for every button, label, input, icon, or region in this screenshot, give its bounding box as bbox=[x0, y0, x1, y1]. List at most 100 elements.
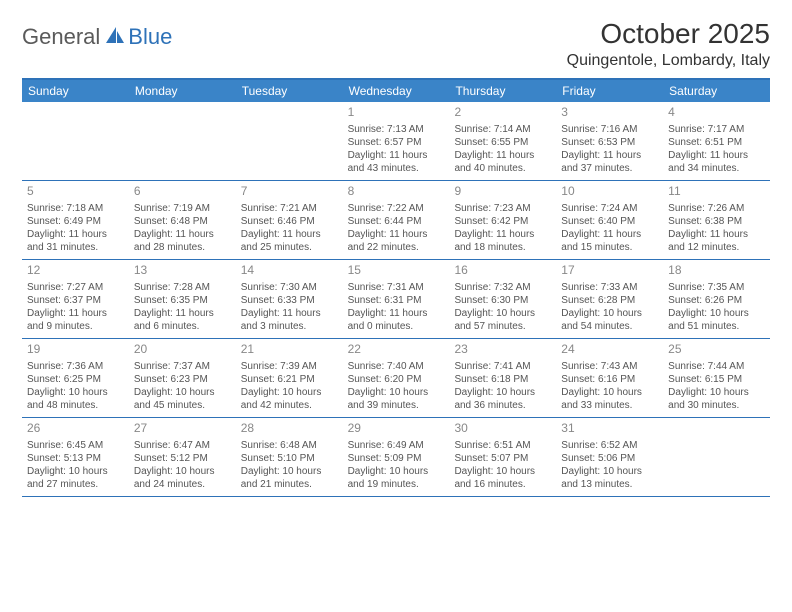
day-cell: 9Sunrise: 7:23 AMSunset: 6:42 PMDaylight… bbox=[449, 181, 556, 259]
daylight-line2: and 16 minutes. bbox=[454, 478, 551, 491]
sunrise-line: Sunrise: 7:35 AM bbox=[668, 281, 765, 294]
title-block: October 2025 Quingentole, Lombardy, Ital… bbox=[567, 18, 770, 70]
daylight-line2: and 33 minutes. bbox=[561, 399, 658, 412]
sunrise-line: Sunrise: 7:28 AM bbox=[134, 281, 231, 294]
day-cell: 13Sunrise: 7:28 AMSunset: 6:35 PMDayligh… bbox=[129, 260, 236, 338]
day-number: 13 bbox=[134, 263, 231, 279]
day-number: 28 bbox=[241, 421, 338, 437]
day-number: 27 bbox=[134, 421, 231, 437]
day-cell: 19Sunrise: 7:36 AMSunset: 6:25 PMDayligh… bbox=[22, 339, 129, 417]
sunset-line: Sunset: 5:12 PM bbox=[134, 452, 231, 465]
sunset-line: Sunset: 6:15 PM bbox=[668, 373, 765, 386]
month-title: October 2025 bbox=[567, 18, 770, 50]
daylight-line2: and 18 minutes. bbox=[454, 241, 551, 254]
day-cell: 24Sunrise: 7:43 AMSunset: 6:16 PMDayligh… bbox=[556, 339, 663, 417]
day-number: 5 bbox=[27, 184, 124, 200]
day-number: 30 bbox=[454, 421, 551, 437]
day-cell: 23Sunrise: 7:41 AMSunset: 6:18 PMDayligh… bbox=[449, 339, 556, 417]
sunset-line: Sunset: 6:35 PM bbox=[134, 294, 231, 307]
sunrise-line: Sunrise: 7:26 AM bbox=[668, 202, 765, 215]
day-cell: 5Sunrise: 7:18 AMSunset: 6:49 PMDaylight… bbox=[22, 181, 129, 259]
day-number: 17 bbox=[561, 263, 658, 279]
sunset-line: Sunset: 6:42 PM bbox=[454, 215, 551, 228]
calendar: SundayMondayTuesdayWednesdayThursdayFrid… bbox=[22, 78, 770, 497]
daylight-line2: and 42 minutes. bbox=[241, 399, 338, 412]
daylight-line1: Daylight: 11 hours bbox=[668, 149, 765, 162]
daylight-line2: and 37 minutes. bbox=[561, 162, 658, 175]
daylight-line1: Daylight: 10 hours bbox=[27, 386, 124, 399]
day-number: 19 bbox=[27, 342, 124, 358]
day-cell: 6Sunrise: 7:19 AMSunset: 6:48 PMDaylight… bbox=[129, 181, 236, 259]
day-number: 21 bbox=[241, 342, 338, 358]
sunset-line: Sunset: 6:53 PM bbox=[561, 136, 658, 149]
sunset-line: Sunset: 6:48 PM bbox=[134, 215, 231, 228]
logo-sail-icon bbox=[104, 25, 126, 50]
daylight-line2: and 6 minutes. bbox=[134, 320, 231, 333]
daylight-line1: Daylight: 10 hours bbox=[454, 465, 551, 478]
location: Quingentole, Lombardy, Italy bbox=[567, 52, 770, 70]
sunrise-line: Sunrise: 6:51 AM bbox=[454, 439, 551, 452]
daylight-line2: and 21 minutes. bbox=[241, 478, 338, 491]
sunrise-line: Sunrise: 6:49 AM bbox=[348, 439, 445, 452]
day-cell: 10Sunrise: 7:24 AMSunset: 6:40 PMDayligh… bbox=[556, 181, 663, 259]
daylight-line1: Daylight: 10 hours bbox=[241, 386, 338, 399]
day-cell: 18Sunrise: 7:35 AMSunset: 6:26 PMDayligh… bbox=[663, 260, 770, 338]
daylight-line1: Daylight: 10 hours bbox=[454, 307, 551, 320]
sunset-line: Sunset: 6:23 PM bbox=[134, 373, 231, 386]
week-row: 19Sunrise: 7:36 AMSunset: 6:25 PMDayligh… bbox=[22, 339, 770, 418]
daylight-line2: and 3 minutes. bbox=[241, 320, 338, 333]
daylight-line1: Daylight: 10 hours bbox=[241, 465, 338, 478]
daylight-line2: and 39 minutes. bbox=[348, 399, 445, 412]
day-cell: 8Sunrise: 7:22 AMSunset: 6:44 PMDaylight… bbox=[343, 181, 450, 259]
sunrise-line: Sunrise: 7:32 AM bbox=[454, 281, 551, 294]
sunrise-line: Sunrise: 7:30 AM bbox=[241, 281, 338, 294]
sunset-line: Sunset: 6:20 PM bbox=[348, 373, 445, 386]
day-number: 3 bbox=[561, 105, 658, 121]
sunrise-line: Sunrise: 7:22 AM bbox=[348, 202, 445, 215]
sunset-line: Sunset: 6:44 PM bbox=[348, 215, 445, 228]
sunrise-line: Sunrise: 6:52 AM bbox=[561, 439, 658, 452]
day-cell bbox=[236, 102, 343, 180]
day-cell: 21Sunrise: 7:39 AMSunset: 6:21 PMDayligh… bbox=[236, 339, 343, 417]
day-number: 9 bbox=[454, 184, 551, 200]
daylight-line1: Daylight: 10 hours bbox=[134, 465, 231, 478]
daylight-line2: and 13 minutes. bbox=[561, 478, 658, 491]
day-number: 6 bbox=[134, 184, 231, 200]
daylight-line2: and 43 minutes. bbox=[348, 162, 445, 175]
daylight-line1: Daylight: 11 hours bbox=[668, 228, 765, 241]
day-cell: 11Sunrise: 7:26 AMSunset: 6:38 PMDayligh… bbox=[663, 181, 770, 259]
sunrise-line: Sunrise: 6:45 AM bbox=[27, 439, 124, 452]
daylight-line1: Daylight: 10 hours bbox=[668, 307, 765, 320]
day-cell: 3Sunrise: 7:16 AMSunset: 6:53 PMDaylight… bbox=[556, 102, 663, 180]
daylight-line1: Daylight: 10 hours bbox=[561, 386, 658, 399]
sunrise-line: Sunrise: 7:19 AM bbox=[134, 202, 231, 215]
daylight-line2: and 31 minutes. bbox=[27, 241, 124, 254]
daylight-line1: Daylight: 11 hours bbox=[241, 307, 338, 320]
day-cell: 17Sunrise: 7:33 AMSunset: 6:28 PMDayligh… bbox=[556, 260, 663, 338]
day-cell: 15Sunrise: 7:31 AMSunset: 6:31 PMDayligh… bbox=[343, 260, 450, 338]
sunset-line: Sunset: 6:37 PM bbox=[27, 294, 124, 307]
weekday-header: Wednesday bbox=[343, 80, 450, 102]
sunset-line: Sunset: 5:13 PM bbox=[27, 452, 124, 465]
sunrise-line: Sunrise: 7:27 AM bbox=[27, 281, 124, 294]
daylight-line1: Daylight: 11 hours bbox=[27, 307, 124, 320]
daylight-line1: Daylight: 11 hours bbox=[454, 149, 551, 162]
daylight-line2: and 12 minutes. bbox=[668, 241, 765, 254]
day-cell bbox=[663, 418, 770, 496]
daylight-line2: and 45 minutes. bbox=[134, 399, 231, 412]
sunset-line: Sunset: 5:07 PM bbox=[454, 452, 551, 465]
daylight-line1: Daylight: 11 hours bbox=[348, 307, 445, 320]
day-cell: 31Sunrise: 6:52 AMSunset: 5:06 PMDayligh… bbox=[556, 418, 663, 496]
sunset-line: Sunset: 6:21 PM bbox=[241, 373, 338, 386]
week-row: 26Sunrise: 6:45 AMSunset: 5:13 PMDayligh… bbox=[22, 418, 770, 497]
logo-text-blue: Blue bbox=[128, 24, 172, 50]
sunset-line: Sunset: 6:57 PM bbox=[348, 136, 445, 149]
day-cell: 29Sunrise: 6:49 AMSunset: 5:09 PMDayligh… bbox=[343, 418, 450, 496]
sunset-line: Sunset: 6:55 PM bbox=[454, 136, 551, 149]
day-cell: 27Sunrise: 6:47 AMSunset: 5:12 PMDayligh… bbox=[129, 418, 236, 496]
day-cell: 26Sunrise: 6:45 AMSunset: 5:13 PMDayligh… bbox=[22, 418, 129, 496]
day-cell: 12Sunrise: 7:27 AMSunset: 6:37 PMDayligh… bbox=[22, 260, 129, 338]
day-cell: 22Sunrise: 7:40 AMSunset: 6:20 PMDayligh… bbox=[343, 339, 450, 417]
sunrise-line: Sunrise: 7:16 AM bbox=[561, 123, 658, 136]
day-number: 4 bbox=[668, 105, 765, 121]
